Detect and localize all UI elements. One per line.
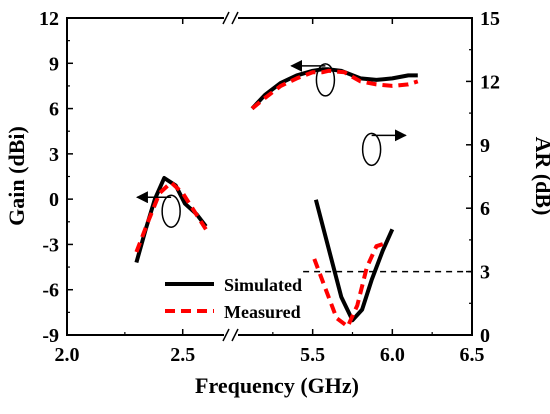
x-tick-label: 2.5 (170, 344, 195, 366)
y-left-tick-label: 0 (49, 189, 59, 211)
y-left-tick-label: -6 (42, 280, 59, 302)
legend-label-measured: Measured (224, 302, 301, 322)
x-tick-label: 6.5 (460, 344, 485, 366)
simulated-ar-line (313, 199, 395, 323)
axis-break-gap-top (224, 15, 238, 21)
axis-break-mark-bottom (231, 328, 239, 342)
measured-gain-line (134, 180, 208, 253)
axis-indicator-ellipse (361, 132, 382, 167)
y-right-tick-label: 12 (480, 71, 500, 93)
x-axis-title: Frequency (GHz) (195, 373, 359, 398)
y-right-tick-label: 9 (480, 135, 490, 157)
legend: Simulated Measured (165, 275, 302, 322)
y-right-tick-label: 3 (480, 262, 490, 284)
y-left-tick-label: 12 (39, 8, 59, 30)
y-left-tick-label: 6 (49, 99, 59, 121)
y-right-tick-label: 15 (480, 8, 500, 30)
y-left-tick-label: 9 (49, 53, 59, 75)
y-right-axis-title: AR (dB) (531, 137, 550, 216)
axis-indicator-ellipse (161, 194, 181, 228)
axis-break-mark-bottom (222, 328, 230, 342)
axis-break-mark-top (231, 11, 239, 25)
y-left-tick-label: -3 (42, 234, 59, 256)
axis-break-mark-top (222, 11, 230, 25)
x-tick-label: 2.0 (55, 344, 80, 366)
measured-gain-line (250, 68, 419, 111)
x-tick-label: 5.5 (300, 344, 325, 366)
axis-indicator-ellipse (315, 63, 336, 97)
y-left-tick-label: -9 (42, 325, 59, 347)
legend-label-simulated: Simulated (224, 275, 302, 295)
y-right-tick-label: 0 (480, 325, 490, 347)
simulated-gain-line (250, 67, 418, 110)
y-left-axis-title: Gain (dBi) (4, 126, 29, 226)
measured-ar-line (312, 242, 384, 329)
y-right-tick-label: 6 (480, 198, 490, 220)
x-tick-label: 6.0 (380, 344, 405, 366)
axis-break-gap-bottom (224, 332, 238, 338)
y-left-tick-label: 3 (49, 144, 59, 166)
